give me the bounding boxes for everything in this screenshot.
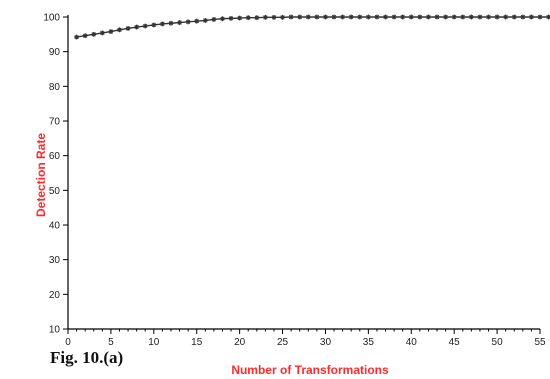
data-point bbox=[211, 17, 217, 22]
data-point bbox=[262, 14, 268, 20]
data-point bbox=[125, 26, 131, 31]
data-point bbox=[331, 14, 337, 20]
data-point bbox=[417, 14, 423, 20]
data-point bbox=[426, 14, 431, 20]
x-axis-title: Number of Transformations bbox=[231, 363, 389, 377]
data-point bbox=[511, 14, 517, 20]
data-point bbox=[99, 30, 105, 36]
data-point bbox=[91, 31, 97, 37]
data-point bbox=[357, 14, 363, 20]
x-tick-label: 45 bbox=[449, 337, 461, 348]
x-tick-label: 55 bbox=[534, 337, 546, 348]
y-tick-label: 100 bbox=[43, 13, 60, 24]
data-point bbox=[305, 14, 311, 20]
y-tick-label: 10 bbox=[49, 325, 61, 336]
y-tick-label: 90 bbox=[49, 47, 61, 58]
data-point bbox=[288, 14, 294, 20]
x-tick-label: 25 bbox=[277, 337, 289, 348]
x-tick-label: 20 bbox=[234, 337, 246, 348]
y-tick-label: 50 bbox=[49, 186, 61, 197]
x-axis-ticks: 0 5 10 15 20 25 30 35 40 45 50 55 bbox=[65, 329, 546, 348]
data-point bbox=[228, 15, 234, 21]
data-point bbox=[460, 14, 466, 20]
y-axis-ticks: 10 20 30 40 50 60 70 80 90 100 bbox=[43, 13, 68, 336]
x-tick-label: 0 bbox=[65, 337, 71, 348]
data-point bbox=[365, 14, 371, 20]
x-tick-label: 35 bbox=[363, 337, 375, 348]
data-point bbox=[434, 14, 440, 20]
data-point bbox=[520, 14, 526, 20]
data-point bbox=[383, 14, 388, 20]
y-tick-label: 80 bbox=[49, 82, 61, 93]
x-tick-label: 50 bbox=[492, 337, 504, 348]
data-point bbox=[168, 20, 174, 26]
data-point bbox=[297, 14, 303, 20]
data-point bbox=[314, 14, 320, 20]
chart-axes bbox=[67, 15, 540, 330]
x-tick-label: 40 bbox=[406, 337, 418, 348]
data-point bbox=[151, 22, 157, 28]
data-point bbox=[348, 14, 354, 20]
x-tick-label: 30 bbox=[320, 337, 332, 348]
data-point bbox=[117, 27, 122, 33]
x-tick-label: 10 bbox=[148, 337, 160, 348]
data-point bbox=[237, 15, 243, 21]
series-line bbox=[76, 16, 550, 38]
data-point bbox=[271, 14, 277, 20]
data-point bbox=[280, 14, 285, 20]
data-point bbox=[537, 14, 543, 20]
data-point bbox=[486, 14, 491, 20]
data-point bbox=[160, 21, 165, 27]
x-tick-label: 15 bbox=[191, 337, 203, 348]
series-group bbox=[74, 14, 550, 40]
data-point bbox=[82, 33, 88, 39]
data-point bbox=[220, 16, 225, 22]
data-point bbox=[134, 24, 140, 30]
y-tick-label: 20 bbox=[49, 290, 61, 301]
data-point bbox=[245, 15, 251, 21]
data-point bbox=[323, 14, 328, 20]
data-point bbox=[374, 14, 380, 20]
data-point bbox=[443, 14, 448, 20]
data-point bbox=[194, 18, 200, 24]
data-point bbox=[451, 14, 457, 20]
data-point bbox=[108, 29, 114, 34]
data-point bbox=[494, 14, 500, 20]
data-point bbox=[185, 19, 191, 25]
data-point bbox=[142, 23, 148, 29]
data-point bbox=[477, 14, 483, 20]
data-point bbox=[408, 14, 414, 20]
data-point bbox=[202, 18, 208, 23]
data-point bbox=[340, 14, 346, 20]
data-point bbox=[400, 14, 406, 20]
data-point bbox=[529, 14, 534, 20]
data-point bbox=[468, 14, 474, 20]
data-point bbox=[546, 14, 550, 20]
data-point bbox=[177, 20, 182, 25]
x-tick-label: 5 bbox=[108, 337, 114, 348]
data-point bbox=[254, 15, 260, 21]
data-point bbox=[74, 34, 79, 40]
figure-caption: Fig. 10.(a) bbox=[50, 348, 123, 367]
y-tick-label: 30 bbox=[49, 255, 61, 266]
y-tick-label: 40 bbox=[49, 221, 61, 232]
y-axis-title: Detection Rate bbox=[34, 133, 48, 217]
data-point bbox=[391, 14, 397, 20]
y-tick-label: 60 bbox=[49, 151, 61, 162]
y-tick-label: 70 bbox=[49, 117, 61, 128]
data-point bbox=[503, 14, 509, 20]
